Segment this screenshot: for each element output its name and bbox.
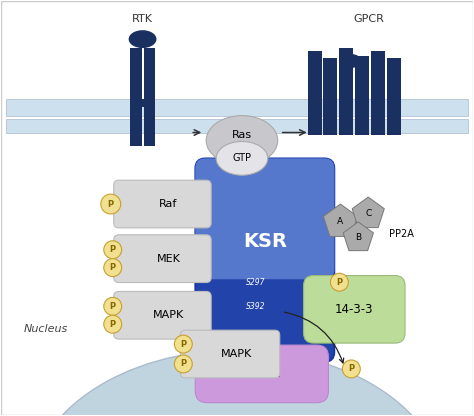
Text: Ras: Ras (232, 131, 252, 141)
Text: P: P (180, 359, 186, 369)
Ellipse shape (28, 350, 446, 416)
Text: P: P (109, 320, 116, 329)
Circle shape (174, 335, 192, 353)
Bar (129, 106, 142, 146)
Bar (308, 51, 321, 136)
Polygon shape (352, 197, 384, 228)
Text: P: P (108, 200, 114, 208)
Polygon shape (323, 204, 357, 236)
FancyBboxPatch shape (114, 235, 211, 282)
FancyBboxPatch shape (304, 275, 405, 343)
Polygon shape (343, 222, 374, 251)
Ellipse shape (216, 141, 268, 175)
Circle shape (104, 297, 122, 315)
FancyBboxPatch shape (195, 158, 335, 279)
FancyBboxPatch shape (114, 180, 211, 228)
FancyBboxPatch shape (195, 158, 335, 362)
Bar (371, 51, 385, 136)
Bar (129, 99, 155, 106)
Text: 14-3-3: 14-3-3 (335, 303, 374, 316)
Text: P: P (348, 364, 355, 374)
Text: P: P (109, 263, 116, 272)
Text: P: P (180, 339, 186, 349)
FancyBboxPatch shape (114, 292, 211, 339)
Bar (144, 48, 155, 118)
Bar (144, 106, 155, 146)
Text: MEK: MEK (156, 254, 180, 264)
Text: MAPK: MAPK (220, 349, 252, 359)
Circle shape (104, 315, 122, 333)
Text: A: A (337, 218, 344, 226)
Text: PP2A: PP2A (389, 229, 414, 239)
Text: B: B (355, 233, 361, 242)
Text: GPCR: GPCR (354, 14, 385, 24)
FancyBboxPatch shape (180, 330, 280, 378)
Text: RTK: RTK (132, 14, 153, 24)
Text: P: P (337, 278, 342, 287)
FancyArrowPatch shape (284, 312, 344, 363)
Text: C: C (365, 210, 371, 218)
Text: Nucleus: Nucleus (23, 324, 67, 334)
Bar (323, 58, 337, 136)
FancyBboxPatch shape (195, 345, 328, 403)
Ellipse shape (341, 54, 361, 68)
Circle shape (104, 259, 122, 277)
Text: KSR: KSR (243, 232, 287, 251)
Bar (6, 119, 468, 133)
Ellipse shape (128, 30, 156, 48)
Circle shape (104, 241, 122, 259)
Bar (129, 48, 142, 118)
Bar (339, 48, 353, 136)
Text: P: P (109, 302, 116, 311)
Text: P: P (109, 245, 116, 254)
Bar (387, 58, 401, 136)
Circle shape (342, 360, 360, 378)
Text: C-TAK1: C-TAK1 (243, 369, 281, 379)
Ellipse shape (206, 116, 278, 165)
Text: MAPK: MAPK (153, 310, 184, 320)
Text: S297: S297 (246, 278, 265, 287)
Text: GTP: GTP (232, 154, 252, 163)
Circle shape (330, 273, 348, 291)
Bar (6, 99, 468, 116)
Bar (356, 56, 369, 136)
Text: S392: S392 (246, 302, 265, 311)
Text: Raf: Raf (159, 199, 178, 209)
Circle shape (101, 194, 121, 214)
Circle shape (174, 355, 192, 373)
